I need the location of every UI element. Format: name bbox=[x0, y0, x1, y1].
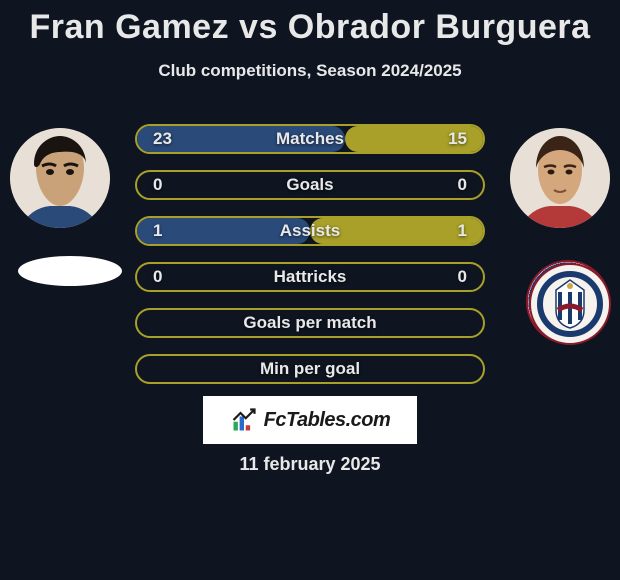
stat-row-matches: Matches 23 15 bbox=[135, 124, 485, 154]
stat-label: Min per goal bbox=[260, 359, 360, 379]
stat-label: Goals bbox=[286, 175, 333, 195]
stat-value-left: 1 bbox=[153, 221, 162, 241]
brand-text: FcTables.com bbox=[264, 409, 391, 432]
stat-value-right: 1 bbox=[458, 221, 467, 241]
page-title: Fran Gamez vs Obrador Burguera bbox=[0, 0, 620, 47]
stat-label: Assists bbox=[280, 221, 340, 241]
club-right-badge bbox=[526, 260, 610, 344]
stat-value-right: 15 bbox=[448, 129, 467, 149]
stat-value-left: 23 bbox=[153, 129, 172, 149]
stat-label: Hattricks bbox=[274, 267, 347, 287]
club-left-badge bbox=[18, 256, 122, 286]
stat-row-assists: Assists 1 1 bbox=[135, 216, 485, 246]
stat-value-right: 0 bbox=[458, 267, 467, 287]
stat-row-goals-per-match: Goals per match bbox=[135, 308, 485, 338]
fctables-icon bbox=[230, 406, 258, 434]
stat-value-right: 0 bbox=[458, 175, 467, 195]
stat-value-left: 0 bbox=[153, 175, 162, 195]
stat-label: Matches bbox=[276, 129, 344, 149]
stat-label: Goals per match bbox=[243, 313, 376, 333]
stats-list: Matches2315Goals00Assists11Hattricks00Go… bbox=[135, 124, 485, 400]
stat-row-goals: Goals 0 0 bbox=[135, 170, 485, 200]
player-left-avatar bbox=[10, 128, 110, 228]
brand-logo: FcTables.com bbox=[203, 396, 417, 444]
date-text: 11 february 2025 bbox=[0, 454, 620, 475]
stat-row-hattricks: Hattricks 0 0 bbox=[135, 262, 485, 292]
player-right-avatar bbox=[510, 128, 610, 228]
stat-value-left: 0 bbox=[153, 267, 162, 287]
stat-row-min-per-goal: Min per goal bbox=[135, 354, 485, 384]
page-subtitle: Club competitions, Season 2024/2025 bbox=[0, 61, 620, 81]
